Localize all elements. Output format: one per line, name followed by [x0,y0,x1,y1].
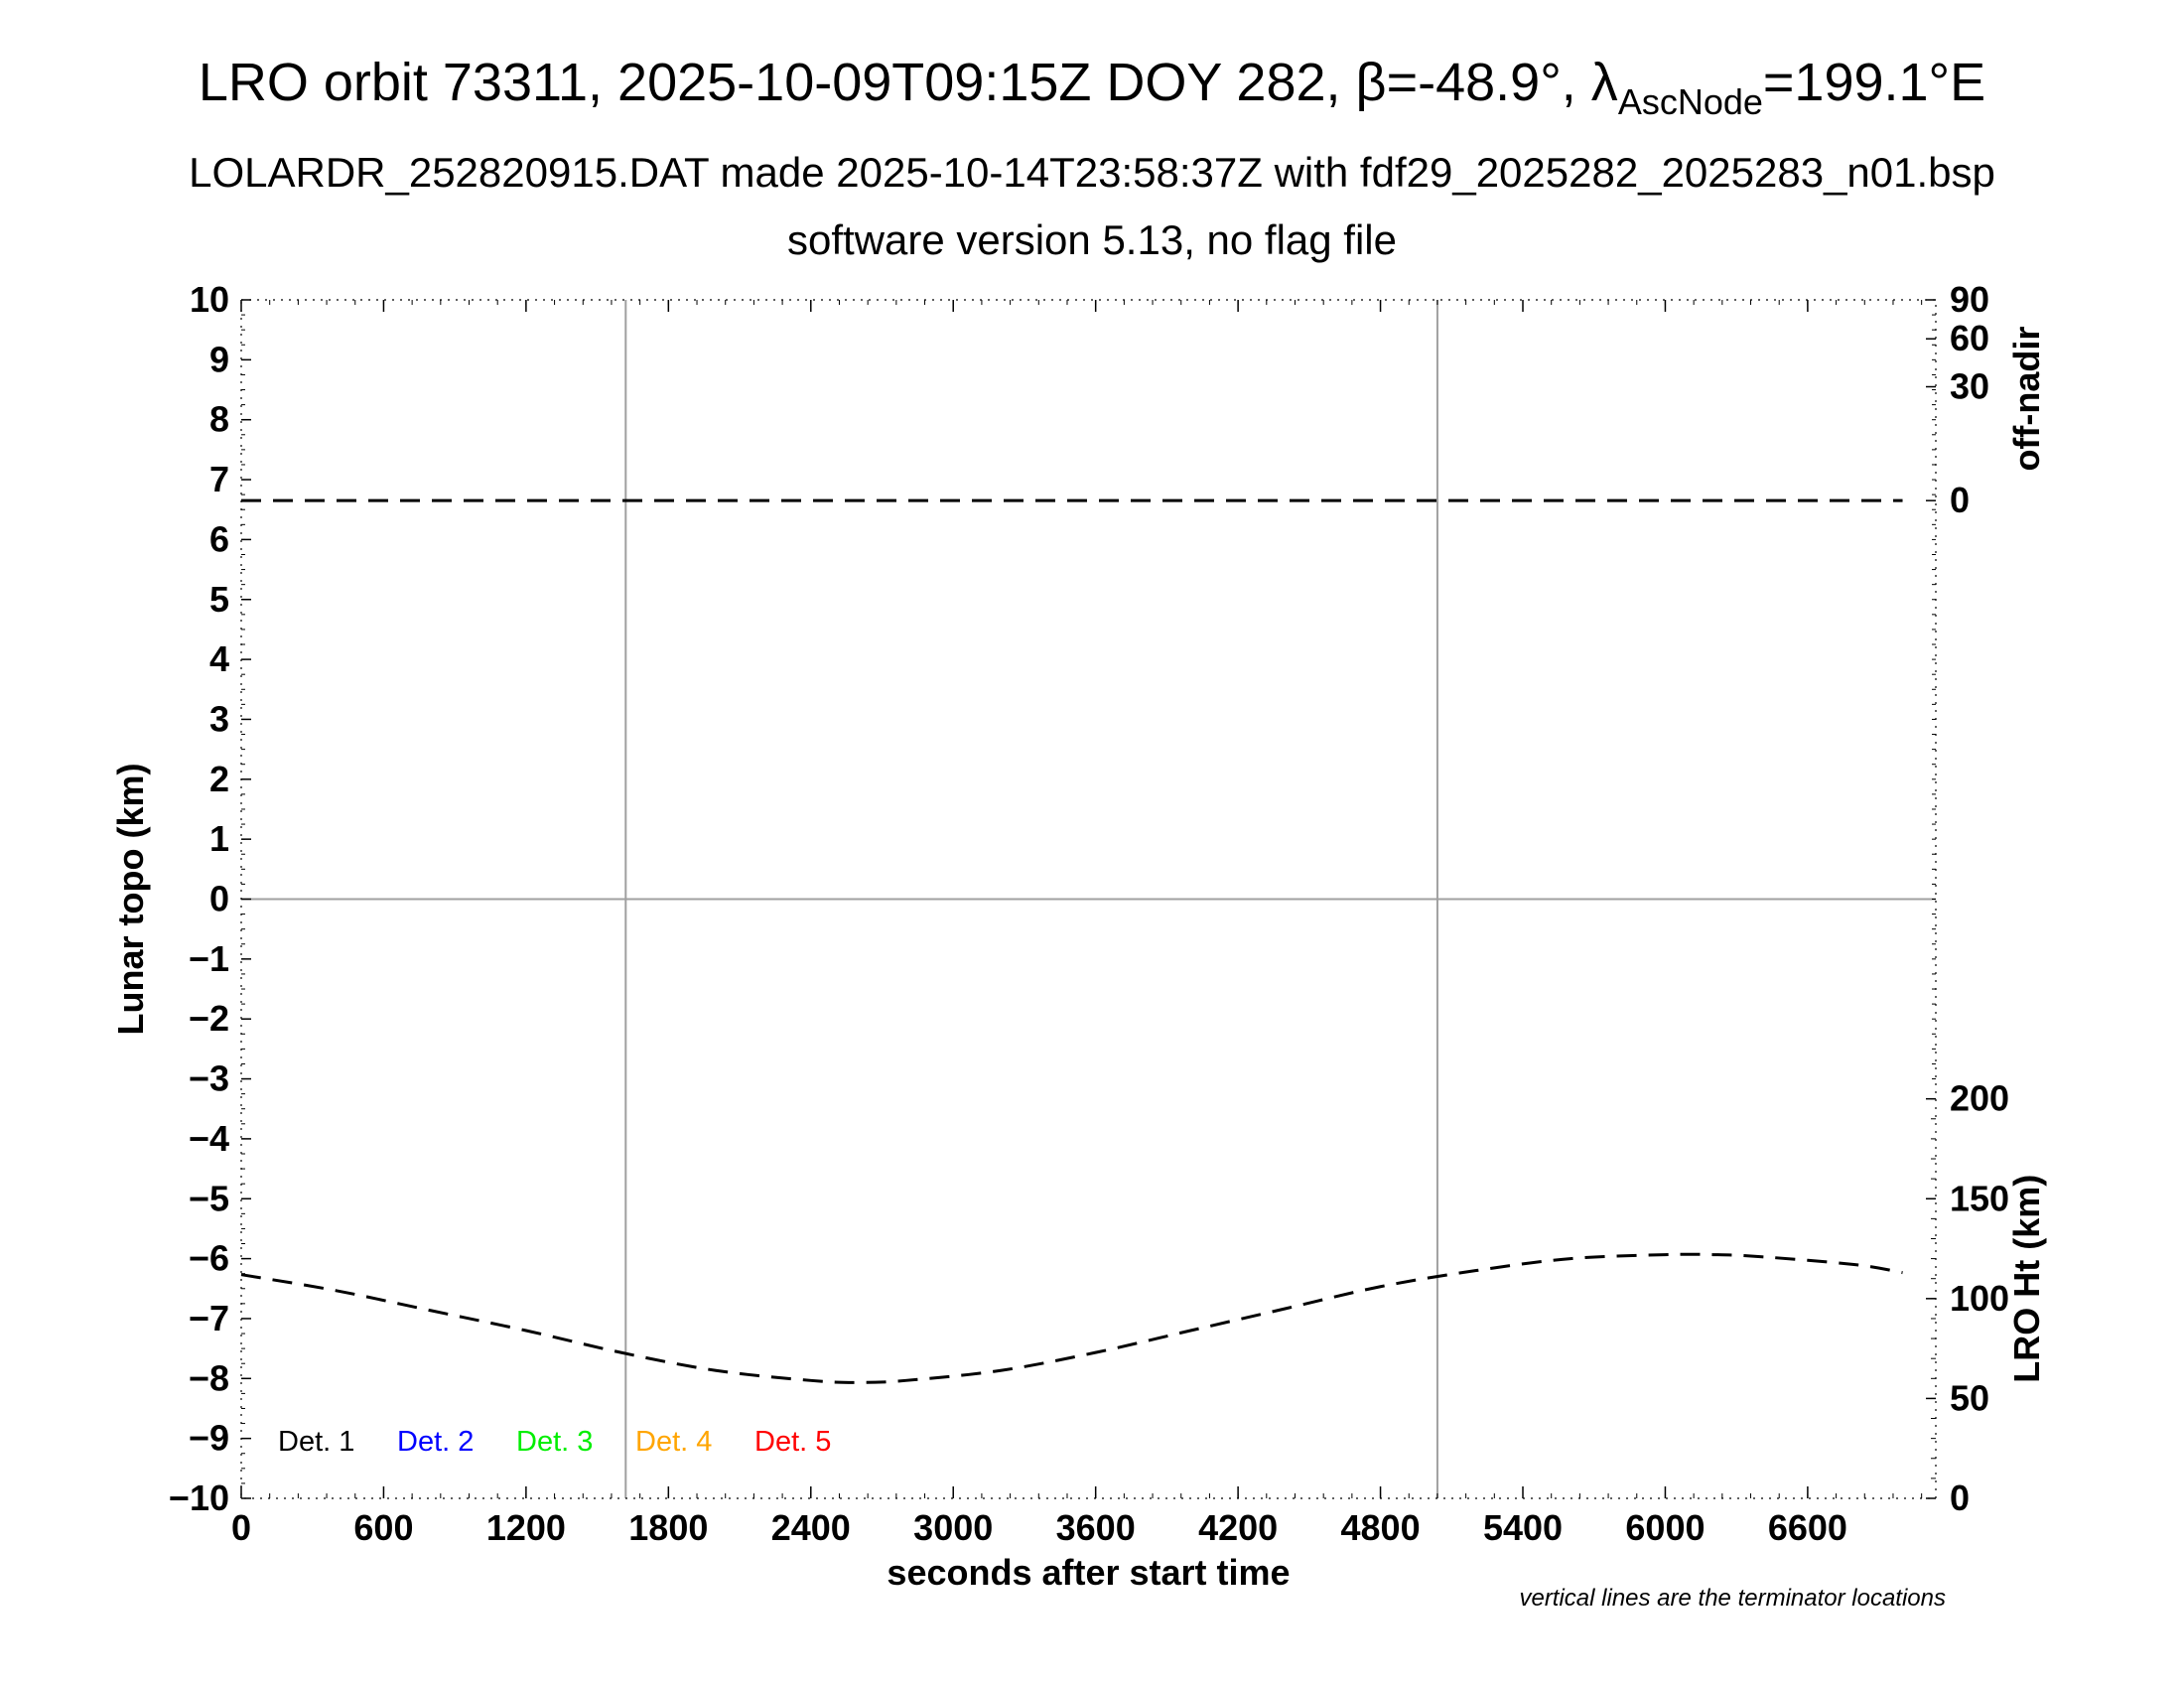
x-tick-label: 5400 [1483,1507,1563,1548]
y-tick-label: 7 [209,459,229,499]
y-tick-label: 1 [209,818,229,859]
chart-subtitle-2: software version 5.13, no flag file [786,216,1397,263]
y-tick-label: −3 [189,1058,229,1099]
y-tick-label: 10 [190,279,229,320]
x-tick-label: 600 [353,1507,413,1548]
y-tick-label: −6 [189,1238,229,1279]
plot-frame [240,299,1937,1499]
y-tick-label: −5 [189,1178,229,1218]
x-tick-label: 3000 [913,1507,993,1548]
y-axis-title-left: Lunar topo (km) [110,764,151,1036]
lro-ht-series-line [240,1252,1903,1384]
y-tick-label: −7 [189,1298,229,1338]
x-tick-label: 4200 [1198,1507,1278,1548]
y-tick-label: 2 [209,759,229,799]
x-tick-label: 6000 [1625,1507,1705,1548]
x-tick-label: 6600 [1768,1507,1847,1548]
off-nadir-tick-label: 30 [1950,366,1989,407]
y-tick-label: 6 [209,518,229,559]
y-tick-label: 0 [209,879,229,919]
legend-item-det-5: Det. 5 [754,1426,831,1458]
lro-ht-tick-label: 50 [1950,1377,1989,1418]
y-tick-label: −2 [189,998,229,1039]
y-tick-label: −8 [189,1357,229,1398]
legend-item-det-4: Det. 4 [635,1426,712,1458]
off-nadir-tick-label: 0 [1950,480,1970,520]
off-nadir-tick-label: 60 [1950,318,1989,358]
x-axis-title: seconds after start time [887,1552,1290,1593]
y-tick-label: 4 [209,638,229,679]
y-tick-label: 8 [209,399,229,440]
y-tick-label: −9 [189,1418,229,1459]
legend-item-det-3: Det. 3 [516,1426,593,1458]
x-tick-label: 1800 [628,1507,708,1548]
lro-ht-tick-label: 100 [1950,1278,2009,1319]
y-tick-label: 3 [209,698,229,739]
y-tick-label: −10 [169,1477,229,1518]
x-tick-label: 3600 [1056,1507,1136,1548]
legend-item-det-2: Det. 2 [397,1426,474,1458]
terminator-note: vertical lines are the terminator locati… [1519,1585,1946,1612]
y-tick-label: −4 [189,1118,229,1159]
lro-ht-tick-label: 0 [1950,1477,1970,1518]
off-nadir-tick-label: 90 [1950,279,1989,320]
x-tick-label: 1200 [486,1507,566,1548]
lro-ht-tick-label: 150 [1950,1178,2009,1218]
y-tick-label: 5 [209,579,229,620]
chart-title: LRO orbit 73311, 2025-10-09T09:15Z DOY 2… [198,53,1986,122]
y-tick-label: −1 [189,938,229,979]
x-tick-label: 0 [231,1507,251,1548]
x-tick-label: 4800 [1341,1507,1421,1548]
y-axis-title-off-nadir: off-nadir [2006,327,2047,472]
x-tick-label: 2400 [771,1507,851,1548]
y-tick-label: 9 [209,339,229,379]
y-axis-title-lro-ht: LRO Ht (km) [2006,1175,2047,1383]
legend-item-det-1: Det. 1 [278,1426,354,1458]
chart-subtitle: LOLARDR_252820915.DAT made 2025-10-14T23… [189,149,1995,196]
lro-ht-tick-label: 200 [1950,1078,2009,1119]
